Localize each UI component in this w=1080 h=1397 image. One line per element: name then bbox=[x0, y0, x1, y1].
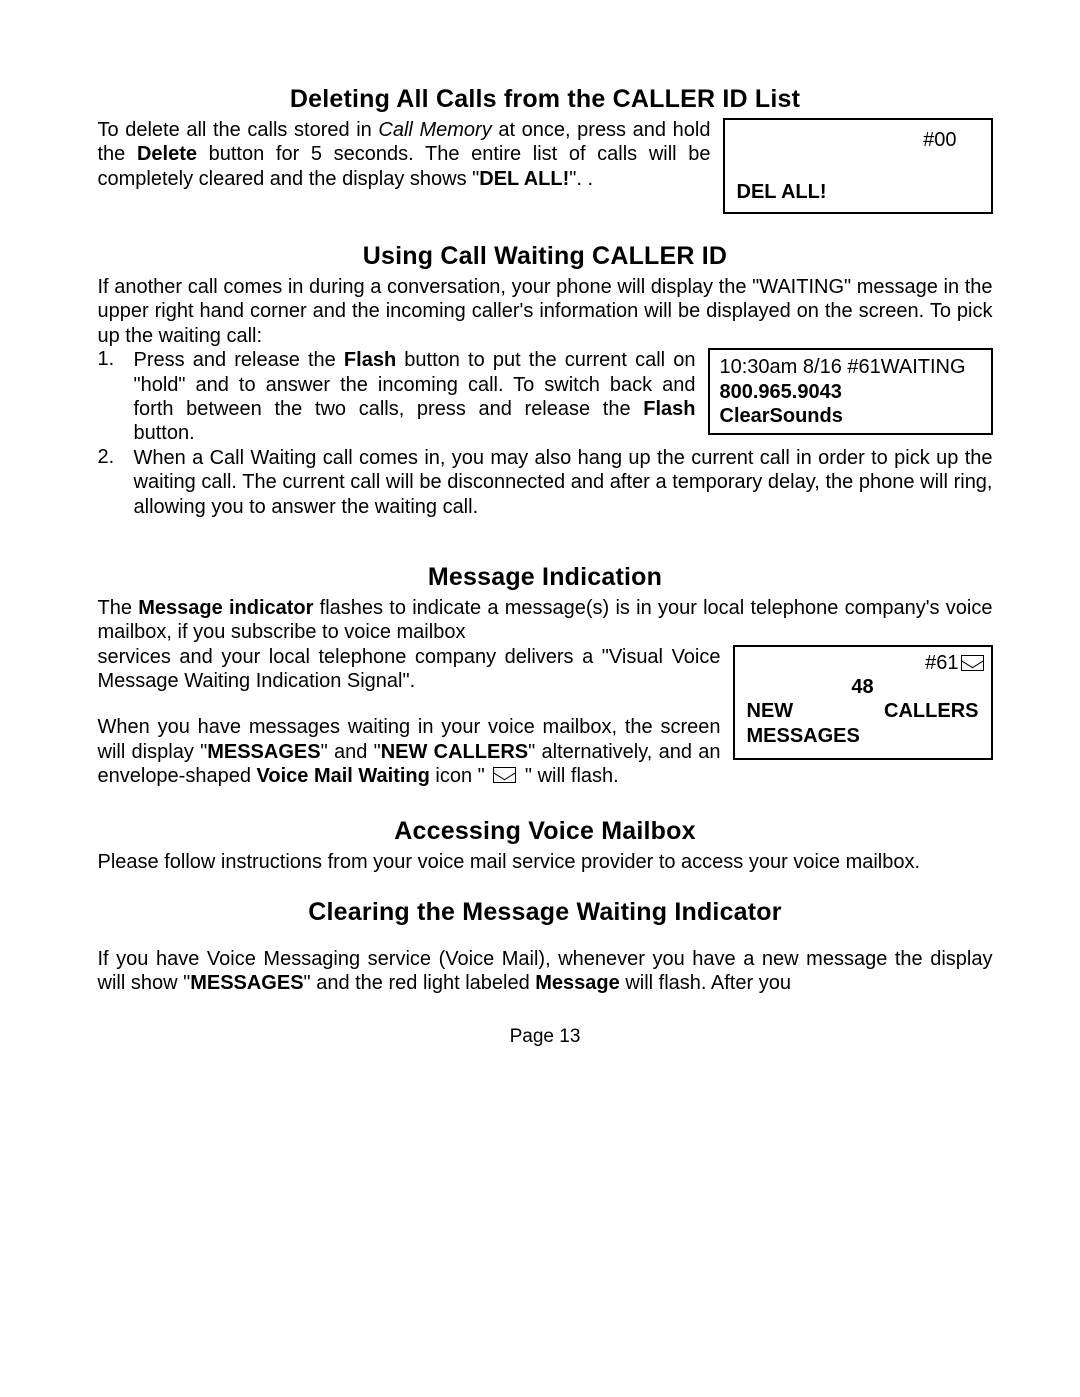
s2-i1-b2: Flash bbox=[643, 398, 695, 420]
envelope-icon bbox=[961, 655, 984, 671]
display-msg-messages: MESSAGES bbox=[743, 724, 983, 748]
page-number: Page 13 bbox=[98, 1026, 993, 1048]
s1-text-italic: Call Memory bbox=[378, 119, 491, 141]
s3-p2-mid1: " and " bbox=[321, 741, 381, 763]
section2-intro: If another call comes in during a conver… bbox=[98, 275, 993, 348]
display-waiting: 10:30am 8/16 #61WAITING 800.965.9043 Cle… bbox=[708, 348, 993, 435]
display-waiting-line3: ClearSounds bbox=[720, 405, 843, 427]
s3-p2-b3: Voice Mail Waiting bbox=[257, 765, 430, 787]
s3-p2-mid3: icon " bbox=[430, 765, 485, 787]
heading-clearing-indicator: Clearing the Message Waiting Indicator bbox=[98, 898, 993, 927]
s5-end: will flash. After you bbox=[620, 972, 791, 994]
s3-p2-b1: MESSAGES bbox=[207, 741, 320, 763]
display-del-all: #00 DEL ALL! bbox=[723, 118, 993, 214]
s3-p2-end: " will flash. bbox=[525, 765, 619, 787]
s1-text-end: ". . bbox=[569, 168, 593, 190]
section5-text: If you have Voice Messaging service (Voi… bbox=[98, 947, 993, 996]
s2-i1-end: button. bbox=[134, 422, 195, 444]
s2-i1-pre: Press and release the bbox=[134, 349, 344, 371]
s2-item1-text: Press and release the Flash button to pu… bbox=[134, 348, 696, 446]
heading-message-indication: Message Indication bbox=[98, 563, 993, 592]
envelope-icon bbox=[493, 767, 516, 783]
s1-text-pre: To delete all the calls stored in bbox=[98, 119, 379, 141]
s3-p1-pre: The bbox=[98, 597, 139, 619]
list-item: 2. When a Call Waiting call comes in, yo… bbox=[98, 446, 993, 519]
s2-item2-text: When a Call Waiting call comes in, you m… bbox=[134, 446, 993, 519]
display-messages: #61 48 NEW CALLERS MESSAGES bbox=[733, 645, 993, 761]
s3-p1-b1: Message indicator bbox=[138, 597, 313, 619]
list-item: 1. Press and release the Flash button to… bbox=[98, 348, 993, 446]
s3-left-column: services and your local telephone compan… bbox=[98, 645, 721, 789]
s3-p2: When you have messages waiting in your v… bbox=[98, 715, 721, 788]
display-del-all-count: #00 bbox=[737, 128, 979, 152]
heading-accessing-voicemail: Accessing Voice Mailbox bbox=[98, 817, 993, 846]
list-number-1: 1. bbox=[98, 348, 124, 446]
heading-deleting-all-calls: Deleting All Calls from the CALLER ID Li… bbox=[98, 85, 993, 114]
display-msg-count: #61 bbox=[925, 652, 958, 674]
s5-b1: MESSAGES bbox=[190, 972, 303, 994]
section4-text: Please follow instructions from your voi… bbox=[98, 850, 993, 874]
s1-text-b2: DEL ALL! bbox=[479, 168, 569, 190]
s5-b2: Message bbox=[535, 972, 620, 994]
display-msg-number: 48 bbox=[743, 675, 983, 699]
s2-i1-b1: Flash bbox=[344, 349, 396, 371]
s1-text-b1: Delete bbox=[137, 143, 197, 165]
display-waiting-line2: 800.965.9043 bbox=[720, 381, 842, 403]
display-msg-new: NEW bbox=[747, 700, 794, 722]
list-number-2: 2. bbox=[98, 446, 124, 519]
section1-text: To delete all the calls stored in Call M… bbox=[98, 118, 711, 191]
heading-call-waiting: Using Call Waiting CALLER ID bbox=[98, 242, 993, 271]
s3-p2-b2: NEW CALLERS bbox=[381, 741, 528, 763]
s3-p1-rest-b: services and your local telephone compan… bbox=[98, 645, 721, 694]
display-msg-callers: CALLERS bbox=[884, 700, 978, 722]
s5-mid1: " and the red light labeled bbox=[304, 972, 536, 994]
display-del-all-label: DEL ALL! bbox=[737, 181, 827, 203]
display-waiting-line1: 10:30am 8/16 #61WAITING bbox=[720, 355, 981, 379]
s3-p1-line1: The Message indicator flashes to indicat… bbox=[98, 596, 993, 645]
